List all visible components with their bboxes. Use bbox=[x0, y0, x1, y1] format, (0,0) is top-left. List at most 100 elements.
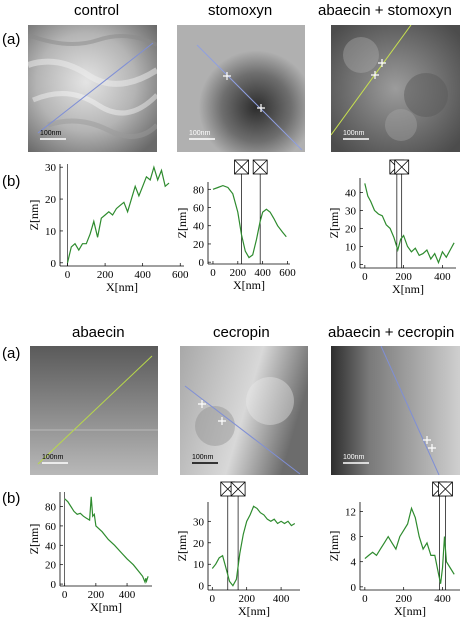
cursor-mark bbox=[257, 104, 265, 112]
x-tick-label: 0 bbox=[210, 267, 216, 279]
y-tick-label: 30 bbox=[45, 162, 57, 174]
x-tick-label: 0 bbox=[210, 593, 216, 605]
y-tick-label: 60 bbox=[193, 203, 205, 215]
y-tick-label: 40 bbox=[45, 540, 57, 552]
x-tick-label: 600 bbox=[279, 267, 296, 279]
y-tick-label: 20 bbox=[193, 239, 205, 251]
afm-image-abaecin: 100nm bbox=[30, 346, 158, 475]
y-tick-label: 0 bbox=[51, 579, 57, 591]
cursor-x-mark bbox=[394, 159, 409, 175]
scale-label: 100nm bbox=[40, 130, 62, 137]
x-tick-label: 0 bbox=[362, 593, 368, 605]
panel-title-abaecin-cecropin: abaecin + cecropin bbox=[328, 324, 455, 341]
y-tick-label: 20 bbox=[193, 538, 205, 550]
cursor-mark bbox=[218, 417, 226, 425]
y-tick-label: 40 bbox=[345, 187, 357, 199]
y-tick-label: 12 bbox=[345, 506, 356, 518]
scale-label: 100nm bbox=[42, 454, 64, 461]
x-tick-label: 400 bbox=[134, 269, 151, 281]
y-axis-label: Z[nm] bbox=[27, 524, 41, 555]
profile-line bbox=[37, 355, 153, 465]
y-tick-label: 80 bbox=[193, 184, 205, 196]
profile-series bbox=[64, 496, 149, 585]
y-tick-label: 8 bbox=[351, 532, 357, 544]
afm-image-abaecin-cecropin: 100nm bbox=[331, 346, 460, 475]
cursor-mark bbox=[428, 444, 436, 452]
cursor-mark bbox=[371, 71, 379, 79]
panel-title-stomoxyn: stomoxyn bbox=[208, 2, 273, 19]
x-axis-label: X[nm] bbox=[106, 280, 138, 294]
x-tick-label: 0 bbox=[362, 271, 368, 283]
y-tick-label: 30 bbox=[193, 516, 205, 528]
profile-line bbox=[37, 42, 154, 134]
row-label-a-top: (a) bbox=[2, 31, 21, 48]
y-tick-label: 80 bbox=[45, 502, 57, 514]
scale-label: 100nm bbox=[189, 130, 211, 137]
y-tick-label: 4 bbox=[351, 557, 357, 569]
y-tick-label: 0 bbox=[51, 258, 57, 270]
panel-title-abaecin: abaecin bbox=[72, 324, 125, 341]
y-axis-label: Z[nm] bbox=[175, 208, 189, 239]
scale-label: 100nm bbox=[343, 130, 365, 137]
y-tick-label: 30 bbox=[345, 205, 357, 217]
row-label-b-top: (b) bbox=[2, 173, 21, 190]
cursor-mark bbox=[378, 59, 386, 67]
profile-line bbox=[184, 385, 301, 475]
x-tick-label: 200 bbox=[395, 271, 412, 283]
x-axis-label: X[nm] bbox=[238, 604, 270, 618]
x-axis-label: X[nm] bbox=[394, 604, 426, 618]
profile-plot-stomoxyn: 0 200 400 600 0 20 40 60 80 X[nm] Z[nm] bbox=[175, 159, 296, 292]
y-tick-label: 0 bbox=[351, 582, 357, 594]
afm-image-control: 100nm bbox=[28, 25, 157, 152]
afm-image-cecropin: 100nm bbox=[180, 346, 308, 475]
y-axis-label: Z[nm] bbox=[327, 208, 341, 239]
y-tick-label: 40 bbox=[193, 221, 205, 233]
profile-plot-abaecin-cecropin: 0 200 400 0 4 8 12 X[nm] Z[nm] bbox=[327, 481, 460, 618]
profile-series bbox=[211, 505, 296, 587]
profile-series bbox=[364, 506, 455, 584]
profile-line bbox=[331, 25, 412, 136]
panel-title-abaecin-stomoxyn: abaecin + stomoxyn bbox=[318, 2, 452, 19]
profile-series bbox=[212, 184, 287, 259]
x-tick-label: 400 bbox=[434, 271, 451, 283]
panel-title-cecropin: cecropin bbox=[213, 324, 270, 341]
cursor-mark bbox=[198, 400, 206, 408]
y-tick-label: 0 bbox=[351, 259, 357, 271]
y-axis-label: Z[nm] bbox=[327, 531, 341, 562]
cursor-mark bbox=[423, 436, 431, 444]
y-tick-label: 20 bbox=[45, 560, 57, 572]
x-axis-label: X[nm] bbox=[90, 600, 122, 614]
cursor-x-mark bbox=[234, 159, 249, 175]
afm-image-stomoxyn: 100nm bbox=[177, 25, 305, 152]
cursor-mark bbox=[223, 72, 231, 80]
x-axis-label: X[nm] bbox=[233, 278, 265, 292]
profile-plot-abaecin: 0 200 400 0 20 40 60 80 X[nm] Z[nm] bbox=[27, 492, 152, 614]
x-axis-label: X[nm] bbox=[392, 282, 424, 296]
profile-series bbox=[66, 165, 170, 263]
scale-label: 100nm bbox=[192, 454, 214, 461]
y-tick-label: 10 bbox=[193, 559, 205, 571]
cursor-x-mark bbox=[230, 481, 246, 497]
x-tick-label: 0 bbox=[65, 269, 71, 281]
profile-line bbox=[196, 44, 303, 151]
afm-image-abaecin-stomoxyn: 100nm bbox=[331, 25, 460, 152]
cursor-x-mark bbox=[438, 481, 453, 497]
x-tick-label: 200 bbox=[88, 589, 105, 601]
x-tick-label: 400 bbox=[434, 593, 451, 605]
y-tick-label: 60 bbox=[45, 521, 57, 533]
x-tick-label: 200 bbox=[97, 269, 114, 281]
profile-line bbox=[380, 346, 440, 475]
y-tick-label: 20 bbox=[345, 223, 357, 235]
x-tick-label: 600 bbox=[172, 269, 189, 281]
profile-plot-abaecin-stomoxyn: 0 200 400 0 10 20 30 40 X[nm] Z[nm] bbox=[327, 159, 456, 296]
x-tick-label: 200 bbox=[395, 593, 412, 605]
profile-series bbox=[364, 183, 455, 265]
y-tick-label: 0 bbox=[199, 257, 205, 269]
y-tick-label: 10 bbox=[45, 226, 57, 238]
y-tick-label: 0 bbox=[199, 581, 205, 593]
panel-title-control: control bbox=[74, 2, 120, 19]
y-axis-label: Z[nm] bbox=[27, 200, 41, 231]
y-tick-label: 20 bbox=[45, 194, 57, 206]
x-tick-label: 400 bbox=[273, 593, 290, 605]
x-tick-label: 200 bbox=[238, 593, 255, 605]
